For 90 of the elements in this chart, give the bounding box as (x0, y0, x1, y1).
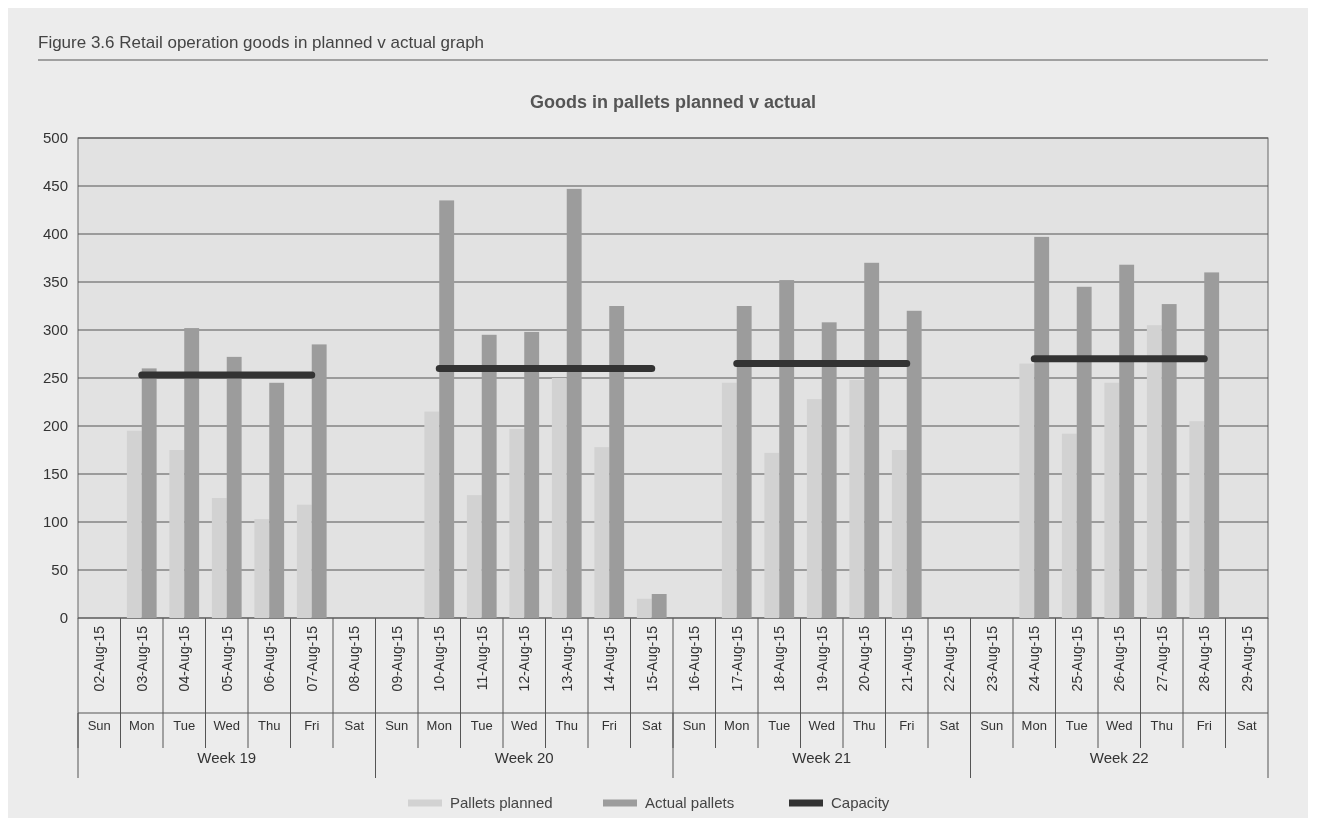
category-label: 29-Aug-15 Sat (1236, 626, 1257, 733)
bar (906, 310, 922, 618)
bar (296, 504, 312, 618)
bar (779, 280, 795, 618)
bar (636, 598, 652, 618)
bar (1189, 421, 1205, 618)
y-tick-label: 350 (42, 273, 68, 291)
bar (1076, 286, 1092, 618)
category-label: 10-Aug-15 Mon (426, 626, 452, 733)
category-label: 21-Aug-15 Fri (898, 626, 915, 733)
y-tick-label: 450 (42, 177, 68, 195)
category-label: 22-Aug-15 Sat (939, 626, 960, 733)
category-label: 15-Aug-15 Sat (641, 626, 662, 733)
bar (1204, 272, 1220, 618)
bar (736, 306, 752, 618)
bar (721, 382, 737, 618)
bar (141, 368, 157, 618)
bar (764, 452, 780, 618)
y-tick-label: 400 (42, 225, 68, 243)
bar (1019, 363, 1035, 618)
category-label: 18-Aug-15 Tue (768, 626, 791, 733)
y-tick-label: 500 (42, 129, 68, 147)
bar (891, 450, 907, 618)
legend-label: Actual pallets (645, 794, 735, 812)
category-label: 20-Aug-15 Thu (853, 626, 876, 733)
bar (864, 262, 880, 618)
bar (806, 399, 822, 618)
bar (594, 447, 610, 618)
category-label: 17-Aug-15 Mon (724, 626, 750, 733)
legend-label: Pallets planned (450, 794, 553, 812)
text: Week 21 (792, 749, 852, 766)
bar (439, 200, 455, 618)
category-label: 05-Aug-15 Wed (213, 626, 240, 733)
y-tick-label: 0 (59, 609, 68, 627)
category-label: 16-Aug-15 Sun (682, 626, 706, 733)
bar (849, 379, 865, 618)
bar (821, 322, 837, 618)
bar (524, 331, 540, 618)
bar (1034, 236, 1050, 618)
bar (1119, 264, 1135, 618)
category-label: 12-Aug-15 Wed (511, 626, 538, 733)
bar (269, 382, 285, 618)
text: Week 19 (197, 749, 257, 766)
bar (466, 495, 482, 618)
y-tick-label: 50 (51, 561, 68, 579)
y-tick-label: 300 (42, 321, 68, 339)
category-label: 08-Aug-15 Sat (344, 626, 365, 733)
y-tick-label: 100 (42, 513, 68, 531)
bar (1104, 382, 1120, 618)
category-label: 27-Aug-15 Thu (1150, 626, 1173, 733)
category-label: 11-Aug-15 Tue (470, 626, 493, 733)
bar (551, 378, 567, 618)
category-label: 14-Aug-15 Fri (601, 626, 618, 733)
bar (566, 188, 582, 618)
bar (481, 334, 497, 618)
category-label: 24-Aug-15 Mon (1021, 626, 1047, 733)
category-label: 28-Aug-15 Fri (1196, 626, 1213, 733)
category-label: 25-Aug-15 Tue (1065, 626, 1088, 733)
bar (184, 328, 200, 618)
bar (1146, 325, 1162, 618)
chart-title: Goods in pallets planned v actual (529, 92, 817, 112)
bar (226, 356, 242, 618)
bar (311, 344, 327, 618)
category-label: 02-Aug-15 Sun (87, 626, 111, 733)
bar (211, 498, 227, 618)
text: Week 20 (494, 749, 554, 766)
bar (169, 450, 185, 618)
bar (126, 430, 142, 618)
bar (1161, 304, 1177, 618)
bar (609, 306, 625, 618)
category-label: 03-Aug-15 Mon (129, 626, 155, 733)
y-tick-label: 200 (42, 417, 68, 435)
bar (509, 428, 525, 618)
category-label: 09-Aug-15 Sun (385, 626, 409, 733)
y-tick-label: 150 (42, 465, 68, 483)
bar (254, 519, 270, 618)
category-label: 19-Aug-15 Wed (808, 626, 835, 733)
category-label: 06-Aug-15 Thu (258, 626, 281, 733)
bar (1061, 433, 1077, 618)
bar (651, 594, 667, 618)
bar (424, 411, 440, 618)
y-tick-label: 250 (42, 369, 68, 387)
legend-label: Capacity (831, 794, 890, 812)
category-label: 04-Aug-15 Tue (173, 626, 196, 733)
category-label: 13-Aug-15 Thu (555, 626, 578, 733)
category-label: 07-Aug-15 Fri (303, 626, 320, 733)
text: Week 22 (1089, 749, 1149, 766)
chart-subtitle: Figure 3.6 Retail operation goods in planned v actual graph (38, 33, 485, 52)
category-label: 23-Aug-15 Sun (980, 626, 1004, 733)
category-label: 26-Aug-15 Wed (1106, 626, 1133, 733)
